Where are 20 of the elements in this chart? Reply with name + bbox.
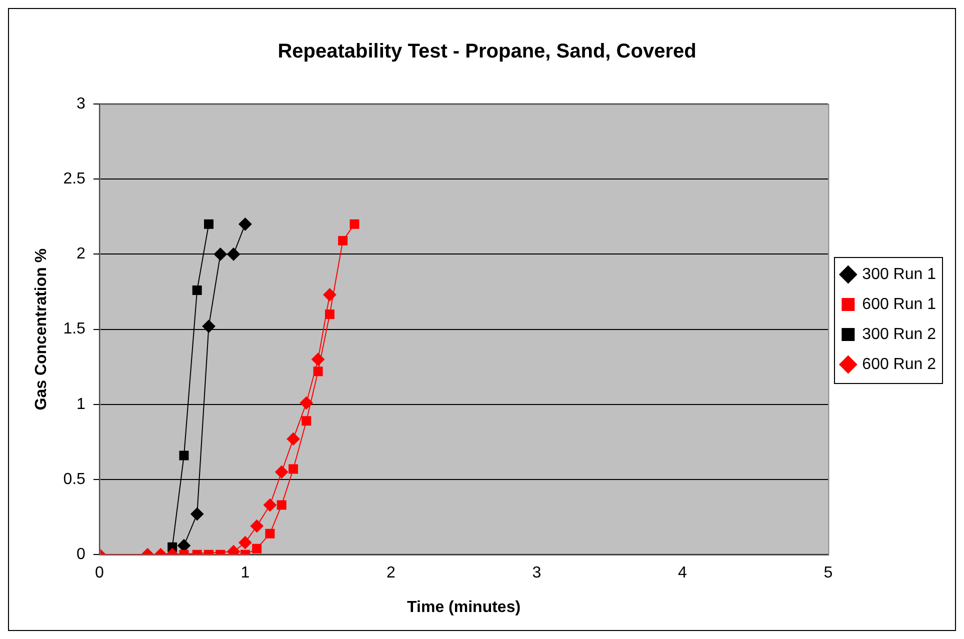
legend-label: 600 Run 2 bbox=[862, 356, 936, 373]
x-tick-label: 5 bbox=[824, 564, 833, 582]
y-tick-label: 1 bbox=[76, 396, 86, 413]
x-axis-title: Time (minutes) bbox=[407, 598, 521, 616]
y-tick-label: 2 bbox=[76, 246, 86, 263]
x-tick-label: 4 bbox=[678, 564, 687, 582]
x-tick-label: 2 bbox=[386, 564, 396, 582]
legend-label: 300 Run 2 bbox=[862, 326, 936, 343]
y-tick-label: 3 bbox=[76, 95, 86, 112]
y-tick-label: 1.5 bbox=[63, 320, 86, 338]
y-tick-label: 0 bbox=[76, 546, 86, 564]
x-tick-label: 0 bbox=[94, 564, 104, 582]
legend-label: 600 Run 1 bbox=[862, 296, 936, 313]
x-tick-label: 3 bbox=[532, 564, 542, 582]
x-tick-label: 1 bbox=[240, 564, 250, 582]
legend-label: 300 Run 1 bbox=[862, 266, 936, 283]
y-tick-label: 2.5 bbox=[63, 170, 86, 188]
chart-title: Repeatability Test - Propane, Sand, Covered bbox=[278, 40, 696, 63]
y-tick-label: 0.5 bbox=[63, 470, 86, 488]
y-axis-title: Gas Concentration % bbox=[33, 248, 50, 410]
